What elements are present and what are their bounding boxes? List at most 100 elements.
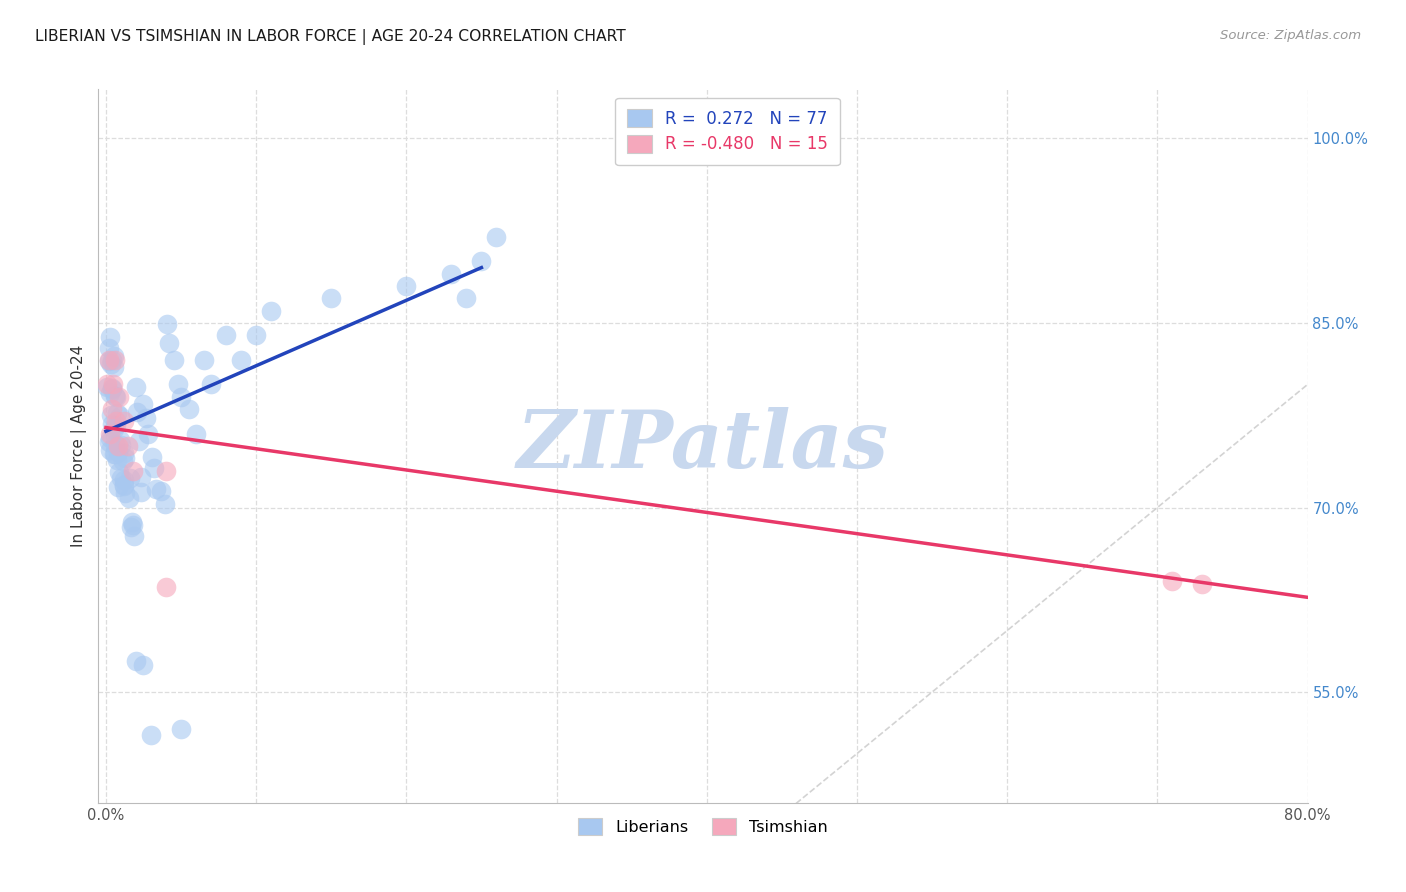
- Point: [162, 352, 184, 367]
- Point: [112, 445, 135, 459]
- Point: [101, 382, 124, 396]
- Point: [215, 328, 238, 343]
- Point: [193, 352, 215, 367]
- Point: [122, 529, 145, 543]
- Point: [132, 396, 155, 410]
- Point: [100, 357, 122, 371]
- Point: [110, 471, 132, 485]
- Point: [107, 439, 129, 453]
- Point: [485, 230, 508, 244]
- Point: [440, 267, 463, 281]
- Point: [105, 406, 128, 420]
- Point: [103, 422, 125, 436]
- Point: [321, 291, 343, 305]
- Point: [120, 519, 142, 533]
- Point: [129, 485, 152, 500]
- Point: [98, 386, 121, 401]
- Point: [104, 418, 127, 433]
- Point: [112, 414, 135, 428]
- Point: [184, 426, 207, 441]
- Point: [456, 291, 478, 305]
- Point: [118, 491, 141, 506]
- Point: [108, 409, 131, 424]
- Point: [96, 380, 118, 394]
- Point: [155, 581, 177, 595]
- Point: [117, 439, 139, 453]
- Point: [125, 405, 148, 419]
- Point: [395, 279, 418, 293]
- Point: [149, 483, 172, 498]
- Point: [101, 417, 124, 432]
- Point: [97, 342, 120, 356]
- Point: [121, 516, 143, 530]
- Point: [103, 447, 125, 461]
- Point: [103, 437, 125, 451]
- Point: [100, 431, 122, 445]
- Point: [98, 354, 121, 368]
- Point: [103, 447, 125, 461]
- Point: [107, 445, 129, 459]
- Point: [105, 453, 128, 467]
- Point: [125, 379, 148, 393]
- Point: [100, 426, 122, 441]
- Text: ZIPatlas: ZIPatlas: [517, 408, 889, 484]
- Text: Source: ZipAtlas.com: Source: ZipAtlas.com: [1220, 29, 1361, 42]
- Point: [103, 377, 125, 392]
- Point: [135, 411, 157, 425]
- Point: [96, 377, 118, 392]
- Point: [156, 317, 179, 331]
- Point: [245, 328, 267, 343]
- Point: [118, 471, 141, 485]
- Point: [1191, 576, 1213, 591]
- Point: [132, 658, 155, 673]
- Point: [155, 464, 177, 478]
- Point: [170, 722, 193, 736]
- Point: [103, 359, 125, 374]
- Point: [125, 654, 148, 668]
- Point: [103, 349, 125, 363]
- Point: [101, 381, 124, 395]
- Point: [129, 470, 152, 484]
- Point: [114, 450, 136, 465]
- Legend: Liberians, Tsimshian: Liberians, Tsimshian: [569, 808, 837, 845]
- Point: [108, 390, 131, 404]
- Point: [101, 353, 124, 368]
- Point: [200, 377, 222, 392]
- Point: [260, 303, 283, 318]
- Point: [145, 482, 167, 496]
- Point: [111, 453, 134, 467]
- Y-axis label: In Labor Force | Age 20-24: In Labor Force | Age 20-24: [72, 345, 87, 547]
- Point: [98, 330, 121, 344]
- Point: [98, 442, 121, 457]
- Point: [114, 486, 136, 500]
- Point: [121, 517, 143, 532]
- Point: [139, 728, 162, 742]
- Point: [167, 377, 190, 392]
- Point: [1161, 574, 1184, 589]
- Point: [229, 352, 252, 367]
- Point: [128, 434, 150, 448]
- Point: [105, 414, 128, 428]
- Point: [101, 402, 124, 417]
- Point: [170, 390, 193, 404]
- Text: LIBERIAN VS TSIMSHIAN IN LABOR FORCE | AGE 20-24 CORRELATION CHART: LIBERIAN VS TSIMSHIAN IN LABOR FORCE | A…: [35, 29, 626, 45]
- Point: [153, 497, 176, 511]
- Point: [141, 450, 163, 465]
- Point: [105, 390, 128, 404]
- Point: [177, 402, 200, 417]
- Point: [110, 437, 132, 451]
- Point: [112, 473, 135, 487]
- Point: [112, 477, 135, 491]
- Point: [108, 434, 131, 448]
- Point: [98, 435, 121, 450]
- Point: [142, 461, 165, 475]
- Point: [97, 352, 120, 367]
- Point: [104, 389, 127, 403]
- Point: [136, 427, 159, 442]
- Point: [112, 478, 135, 492]
- Point: [107, 480, 129, 494]
- Point: [470, 254, 492, 268]
- Point: [159, 336, 181, 351]
- Point: [108, 465, 131, 479]
- Point: [104, 352, 127, 367]
